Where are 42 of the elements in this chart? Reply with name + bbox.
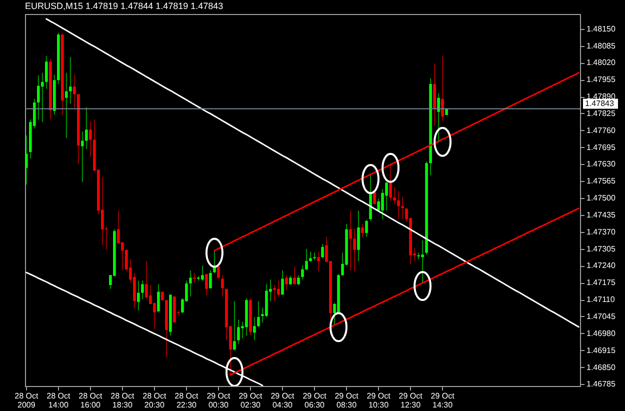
x-tick-label: 28 Oct 20:30	[142, 392, 167, 410]
y-tick-label: 1.47500	[586, 194, 616, 203]
y-tick-label: 1.46980	[586, 328, 616, 338]
ref-line-label: 1.47843	[585, 98, 614, 108]
x-tick-label: 28 Oct 18:30	[110, 392, 135, 410]
y-tick-label: 1.47565	[586, 176, 616, 186]
y-tick-label: 1.47695	[586, 142, 616, 152]
x-tick-label: 29 Oct 04:30	[270, 392, 296, 410]
x-tick-label: 28 Oct 16:00	[78, 392, 103, 410]
candlestick	[217, 266, 220, 280]
y-tick-label: 1.47045	[586, 312, 616, 321]
chart-title: EURUSD,M15 1.47819 1.47844 1.47819 1.47843	[25, 1, 224, 11]
x-tick-label: 29 Oct 02:30	[238, 392, 264, 410]
y-tick-label: 1.47240	[586, 261, 616, 270]
y-tick-label: 1.48085	[586, 41, 616, 50]
y-tick-label: 1.47305	[586, 244, 616, 254]
y-tick-label: 1.47825	[586, 108, 616, 118]
y-tick-label: 1.46850	[586, 362, 616, 372]
x-tick-label: 29 Oct 00:30	[206, 392, 232, 410]
y-tick-label: 1.47955	[586, 75, 616, 84]
y-tick-label: 1.47890	[586, 92, 616, 102]
x-tick-label: 28 Oct 14:00	[46, 392, 71, 410]
y-tick-label: 1.47760	[586, 126, 616, 135]
y-tick-label: 1.48020	[586, 58, 616, 68]
y-tick-label: 1.47370	[586, 227, 616, 236]
y-tick-label: 1.48150	[586, 24, 616, 34]
x-tick-label: 29 Oct 08:30	[334, 392, 360, 410]
y-tick-label: 1.47435	[586, 210, 616, 220]
y-tick-label: 1.47110	[586, 295, 616, 304]
x-tick-label: 29 Oct 06:30	[302, 392, 328, 410]
y-tick-label: 1.47175	[586, 278, 616, 288]
y-tick-label: 1.46915	[586, 346, 616, 355]
candlestick	[313, 252, 316, 261]
x-tick-label: 28 Oct 22:30	[174, 392, 200, 410]
y-tick-label: 1.46785	[586, 380, 616, 389]
x-tick-label: 29 Oct 14:30	[430, 392, 456, 410]
y-tick-label: 1.47630	[586, 160, 616, 169]
line-series	[46, 18, 580, 328]
x-tick-label: 29 Oct 10:30	[366, 392, 392, 410]
x-tick-label: 28 Oct 2009	[14, 392, 39, 410]
x-tick-label: 29 Oct 12:30	[398, 392, 424, 410]
line-series	[26, 272, 264, 386]
